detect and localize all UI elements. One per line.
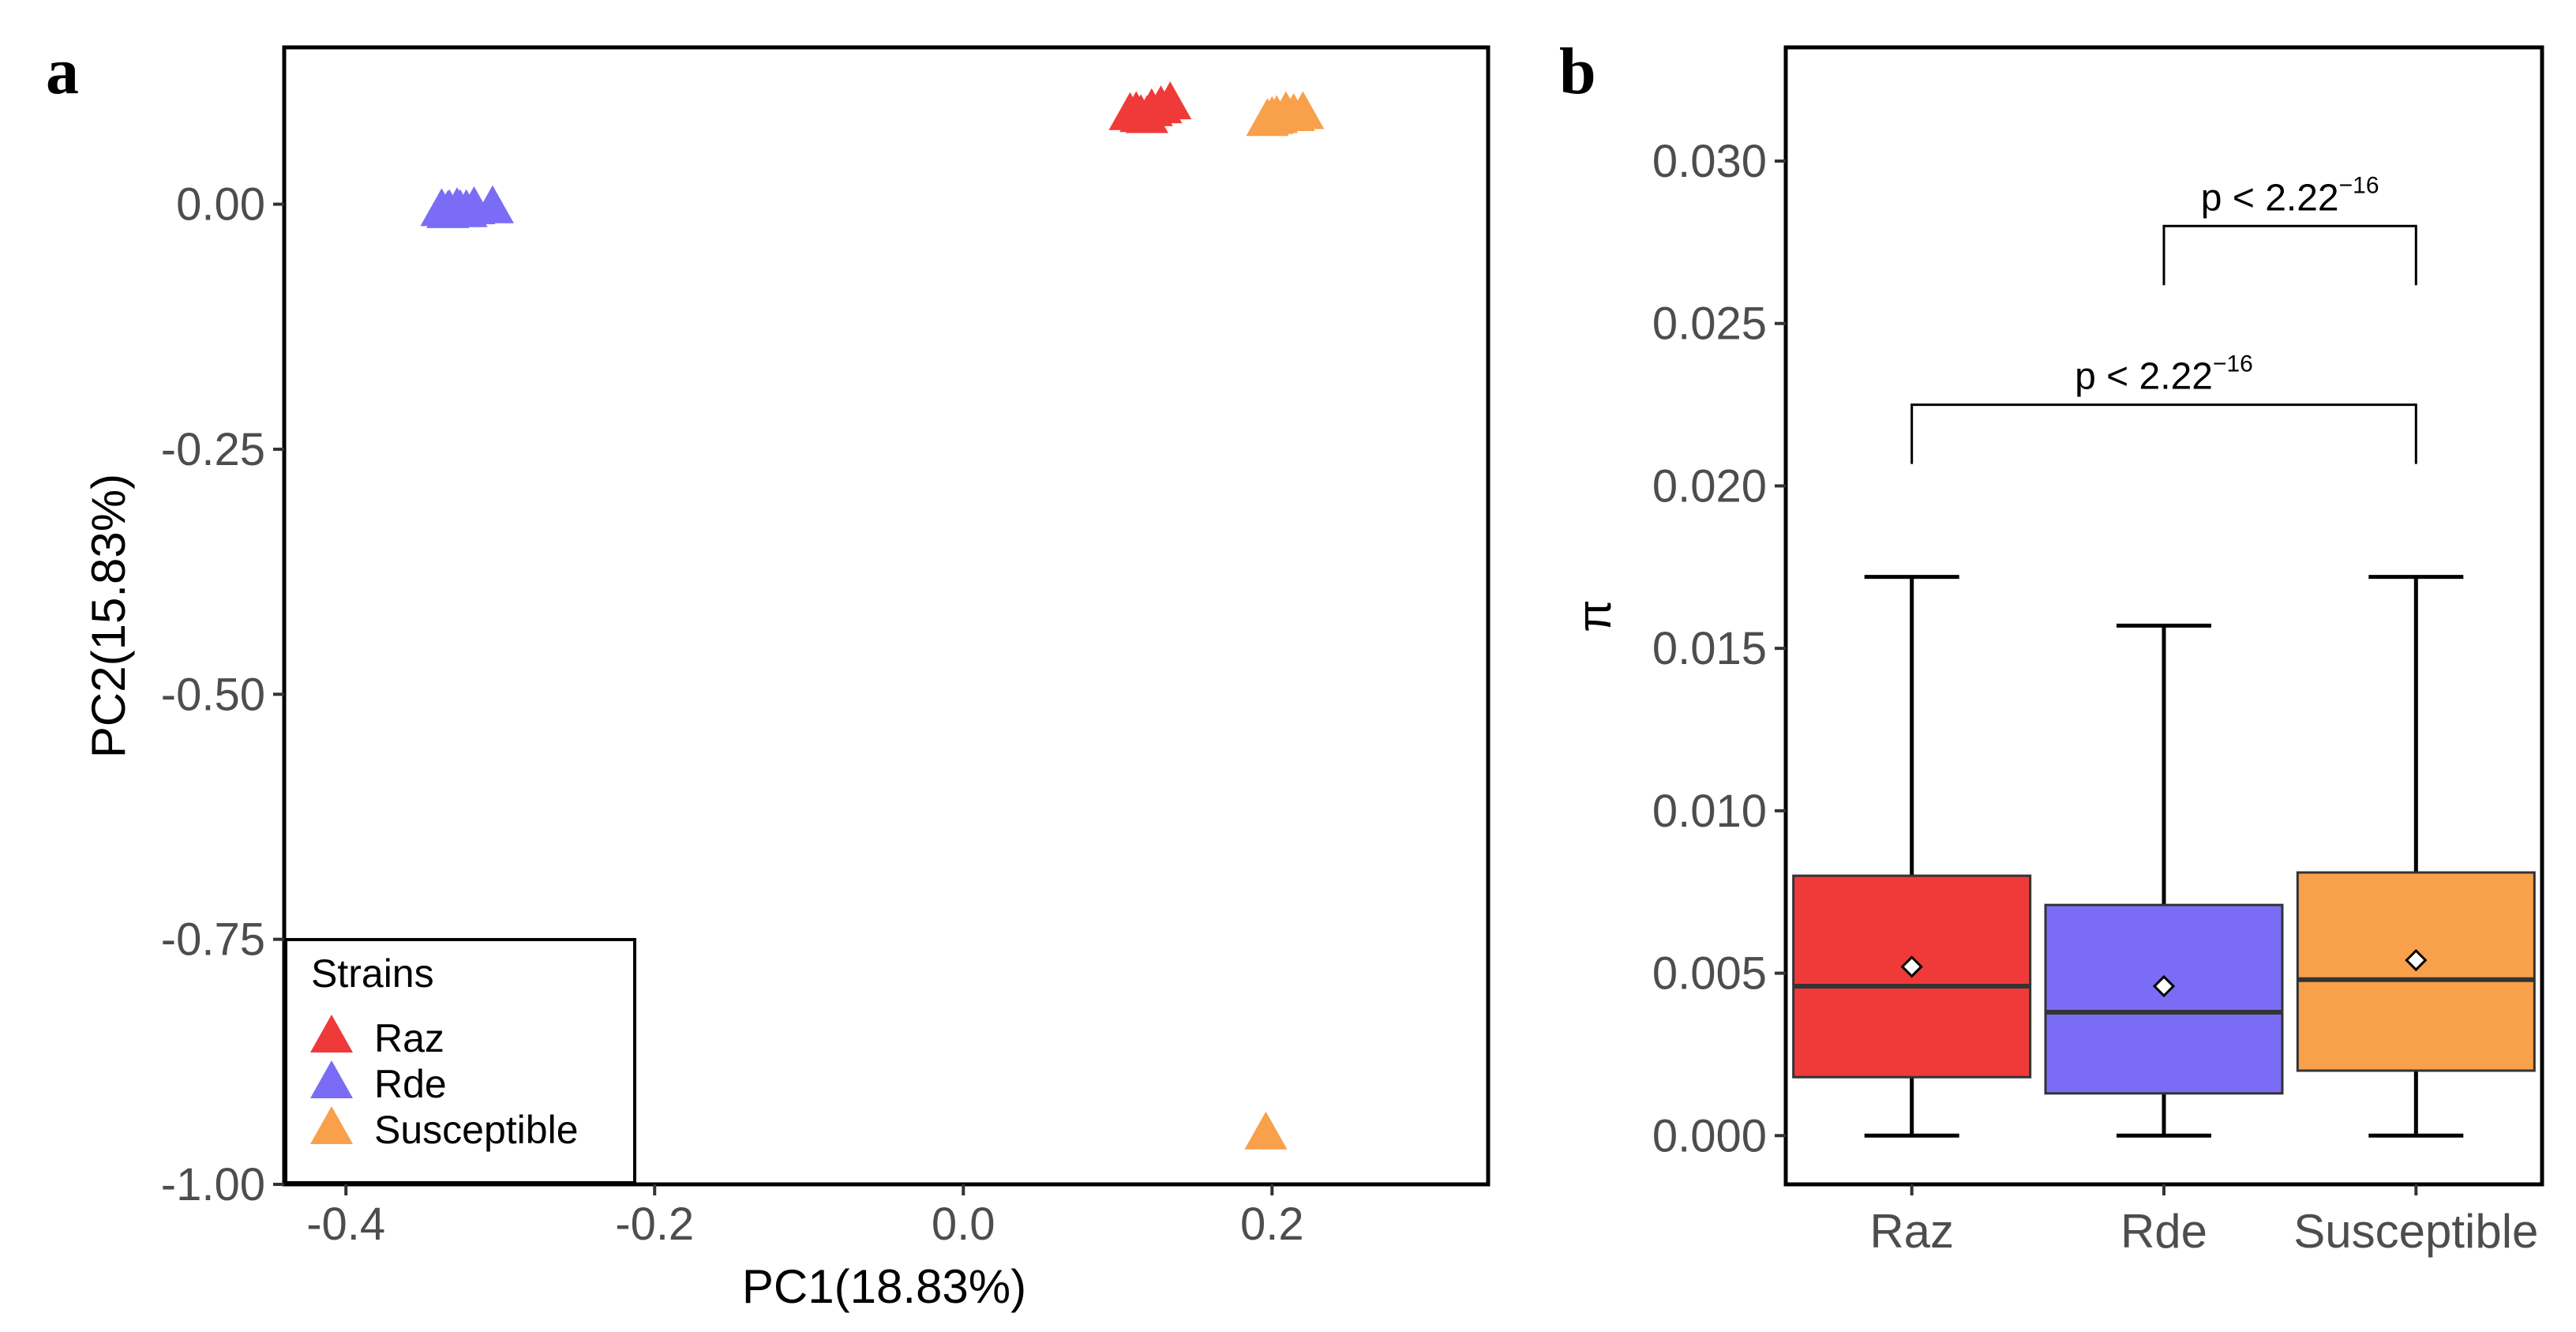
panel-a-label: a [46, 35, 79, 108]
point-raz [1115, 91, 1158, 129]
panel-a-legend: Strains Raz Rde Susceptible [284, 938, 636, 1184]
panel-b-diversity-boxplot: b 0.000 0.005 0.010 0.015 0.020 0.025 0.030 Ra… [1559, 35, 2544, 1258]
significance-bracket [1910, 403, 2417, 464]
x-tick-label: 0.0 [932, 1199, 996, 1250]
y-tick-label: -0.50 [161, 669, 265, 720]
y-tick-label: 0.030 [1652, 136, 1767, 187]
panel-a-x-axis-title: PC1(18.83%) [742, 1260, 1026, 1313]
legend-label-rde: Rde [374, 1062, 447, 1106]
legend-marker-raz [310, 1015, 353, 1052]
y-tick-label: -0.75 [161, 914, 265, 966]
point-susceptible [1251, 96, 1294, 134]
y-tick-label: 0.010 [1652, 786, 1767, 837]
y-tick-label: 0.000 [1652, 1110, 1767, 1161]
x-tick-label: 0.2 [1240, 1199, 1304, 1250]
x-tick-label: -0.2 [615, 1199, 694, 1250]
mean-marker-susceptible [2405, 948, 2428, 972]
box-susceptible [2296, 871, 2536, 1072]
point-rde [471, 185, 514, 223]
y-tick-label: -0.25 [161, 424, 265, 475]
p-value-exponent: −16 [2213, 351, 2253, 377]
point-raz [1149, 81, 1192, 120]
y-tick-label: 0.020 [1652, 460, 1767, 512]
legend-label-raz: Raz [374, 1016, 444, 1060]
x-tick-label: -0.4 [306, 1199, 385, 1250]
point-susceptible [1244, 1111, 1288, 1150]
mean-marker-raz [1900, 955, 1923, 978]
legend-marker-rde [310, 1060, 353, 1098]
panel-a-y-axis-title: PC2(15.83%) [82, 474, 135, 758]
significance-bracket [2162, 224, 2417, 286]
point-rde [438, 189, 482, 227]
panel-b-y-axis-title: π [1568, 599, 1621, 632]
mean-marker-rde [2152, 974, 2176, 998]
x-tick-label: Susceptible [2293, 1205, 2538, 1258]
panel-a-points [420, 81, 1325, 1150]
panel-a-x-axis: -0.4 -0.2 0.0 0.2 [306, 1184, 1304, 1250]
legend-marker-susceptible [310, 1106, 353, 1144]
panel-a-pca-scatter: a 0.00 -0.25 -0.50 -0.75 -1.00 -0.4 -0.2 0.0 0.… [46, 35, 1490, 1313]
p-value-exponent: −16 [2339, 172, 2379, 198]
y-tick-label: -1.00 [161, 1159, 265, 1210]
box-rde [2044, 903, 2284, 1095]
y-tick-label: 0.025 [1652, 298, 1767, 350]
y-tick-label: 0.00 [176, 179, 265, 231]
legend-title: Strains [311, 951, 434, 996]
y-tick-label: 0.015 [1652, 623, 1767, 674]
panel-b-y-axis: 0.000 0.005 0.010 0.015 0.020 0.025 0.030 [1652, 136, 1786, 1161]
legend-label-susceptible: Susceptible [374, 1108, 579, 1152]
panel-b-boxes [1792, 575, 2536, 1138]
x-tick-label: Rde [2120, 1205, 2207, 1258]
panel-a-y-axis: 0.00 -0.25 -0.50 -0.75 -1.00 [161, 179, 284, 1210]
point-susceptible [1281, 91, 1325, 129]
panel-b-label: b [1559, 35, 1596, 108]
panel-b-significance-brackets: p < 2.22−16p < 2.22−16 [1910, 172, 2417, 464]
panel-b-x-axis: Raz Rde Susceptible [1869, 1184, 2538, 1258]
y-tick-label: 0.005 [1652, 948, 1767, 1000]
x-tick-label: Raz [1869, 1205, 1954, 1258]
